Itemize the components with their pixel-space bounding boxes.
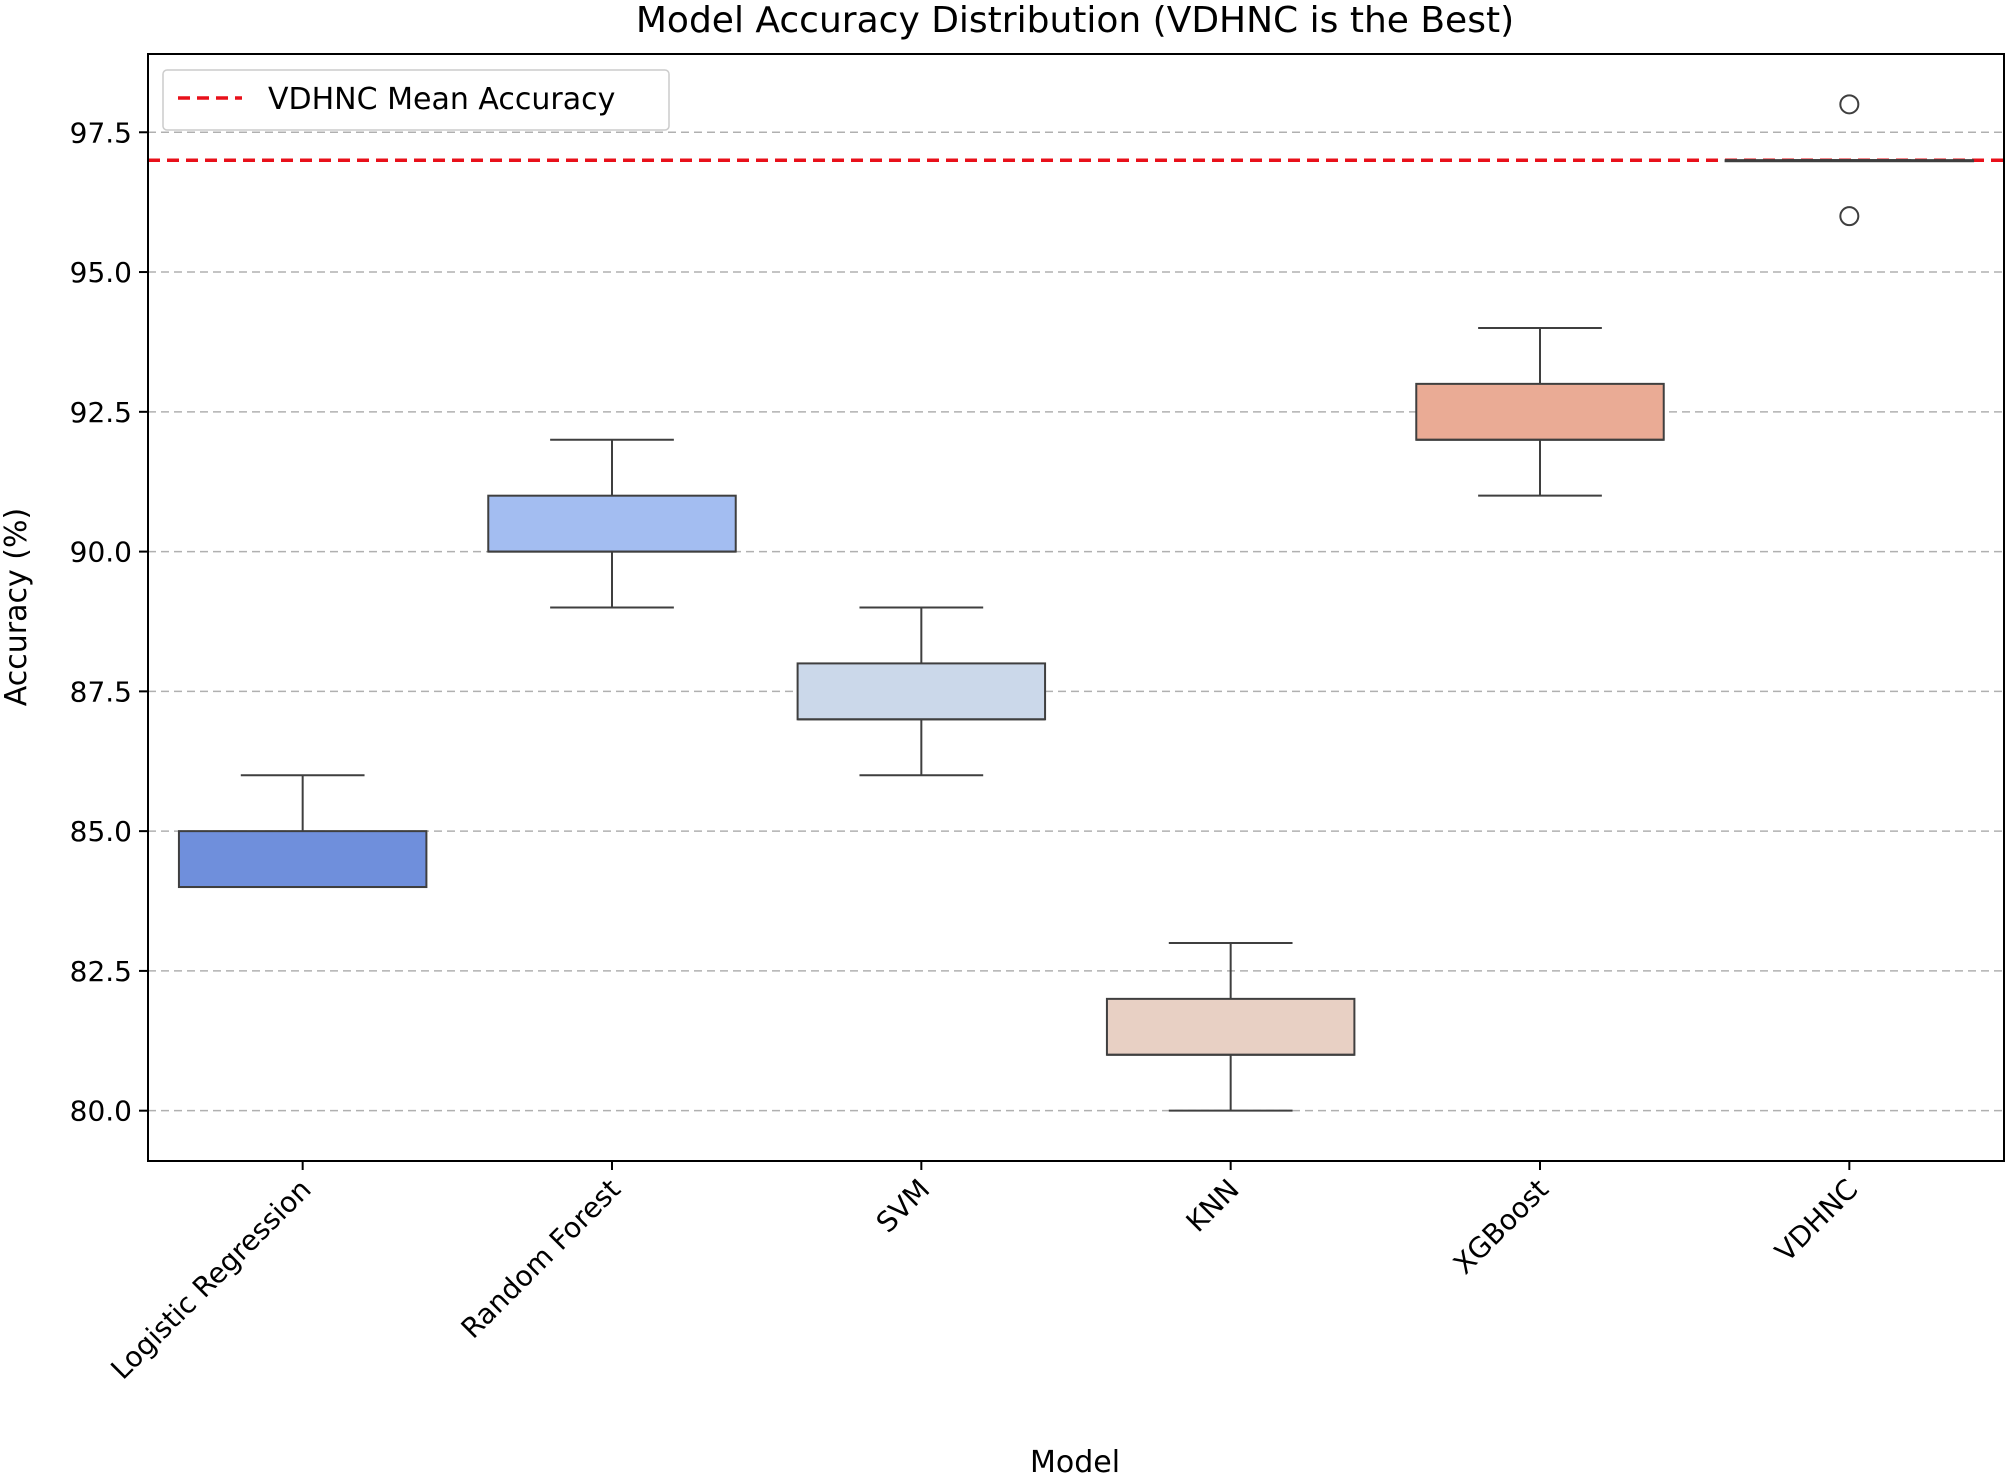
y-axis: 80.0 82.5 85.0 87.5 90.0 92.5 95.0 97.5 [70,116,148,1128]
y-tick-label: 95.0 [70,256,132,289]
y-tick-label: 87.5 [70,675,132,708]
outlier-point [1839,94,1860,115]
x-tick-label: SVM [870,1173,937,1240]
y-tick-label: 92.5 [70,396,132,429]
y-tick-label: 82.5 [70,955,132,988]
x-tick-label: Logistic Regression [104,1173,317,1386]
y-tick-label: 90.0 [70,536,132,569]
x-axis: Logistic Regression Random Forest SVM KNN XG… [104,1161,1864,1386]
box-plot-group [177,94,1975,1112]
x-axis-label: Model [1030,1445,1120,1473]
x-tick-label: XGBoost [1447,1173,1555,1281]
box-4 [1415,326,1665,497]
outlier-point [1839,206,1860,227]
box-0 [177,774,428,889]
x-tick-label: Random Forest [455,1173,627,1345]
y-tick-label: 85.0 [70,815,132,848]
box-iqr [1415,382,1665,441]
y-tick-label: 80.0 [70,1095,132,1128]
box-5 [1724,94,1975,227]
box-2 [796,606,1047,777]
legend-label: VDHNC Mean Accuracy [268,82,615,117]
box-iqr [796,662,1047,721]
box-1 [487,438,737,609]
legend-box [162,69,670,131]
y-tick-label: 97.5 [70,116,132,149]
box-iqr [177,830,428,889]
y-gridlines [148,131,2004,1112]
x-tick-label: VDHNC [1769,1173,1865,1269]
y-axis-label: Accuracy (%) [0,508,34,706]
chart-title: Model Accuracy Distribution (VDHNC is th… [636,0,1514,41]
box-iqr [1105,997,1356,1056]
x-tick-label: KNN [1180,1173,1246,1239]
legend: VDHNC Mean Accuracy [162,69,670,131]
box-3 [1105,941,1356,1112]
plot-frame [147,53,2005,1162]
box-iqr [487,494,737,553]
